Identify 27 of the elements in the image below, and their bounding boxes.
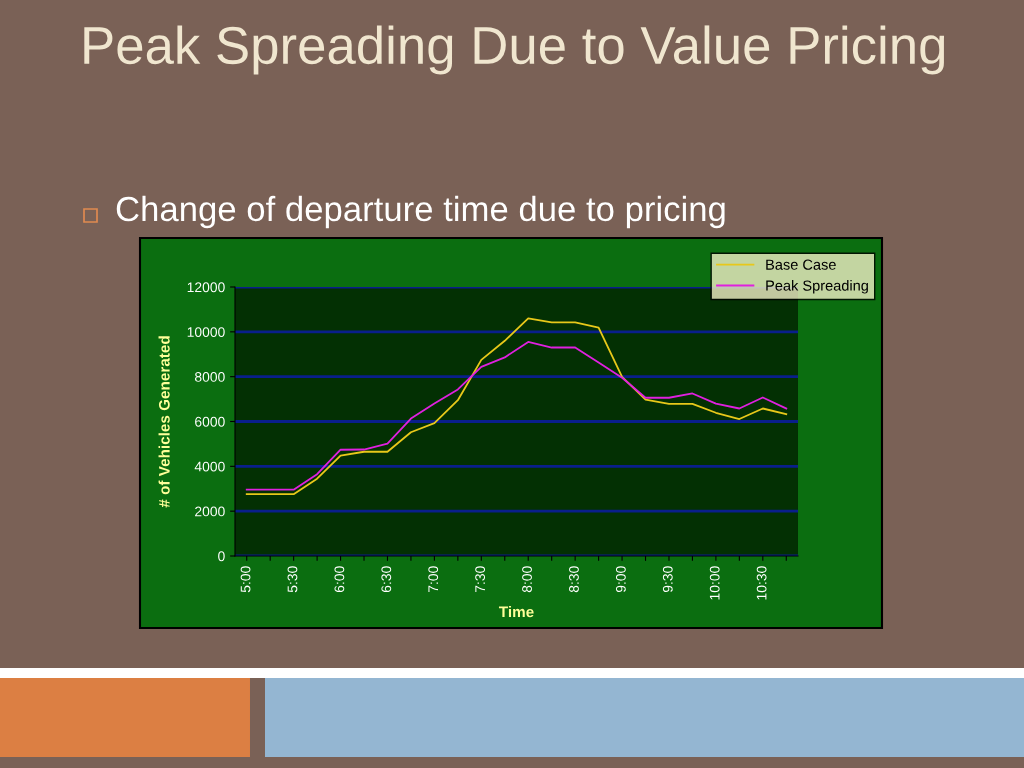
x-tick-label: 9:30 [662,566,673,593]
y-tick-label: 12000 [187,282,225,293]
x-tick-label: 8:30 [569,566,579,593]
y-tick-label: 8000 [194,372,225,382]
y-tick-label: 4000 [194,461,225,472]
y-tick-label: 6000 [195,416,225,427]
x-tick-label: 5:00 [240,566,251,593]
chart-subtitle: Change of departure time due to pricing [116,195,725,229]
y-tick-label: 2000 [195,506,225,517]
y-tick-label: 0 [218,551,225,562]
x-axis-title: Time [498,606,534,618]
x-tick-label: 7:00 [428,566,439,593]
y-tick-label: 10000 [187,327,225,337]
x-tick-label: 10:00 [709,566,720,600]
x-tick-label: 6:30 [381,566,392,593]
line-series [245,341,788,491]
legend-label: Base Case [766,259,836,270]
legend-label: Peak Spreading [766,280,868,294]
x-tick-label: 5:30 [287,566,298,593]
x-tick-label: 9:00 [615,566,626,593]
line-series [245,317,788,496]
x-tick-label: 6:00 [334,566,345,593]
chart-title: Peak Spreading Due to Value Pricing [84,25,945,75]
y-axis-title: # of Vehicles Generated [158,336,170,508]
x-tick-label: 7:30 [475,566,486,593]
x-tick-label: 8:00 [522,566,532,593]
x-tick-label: 10:30 [756,566,767,600]
